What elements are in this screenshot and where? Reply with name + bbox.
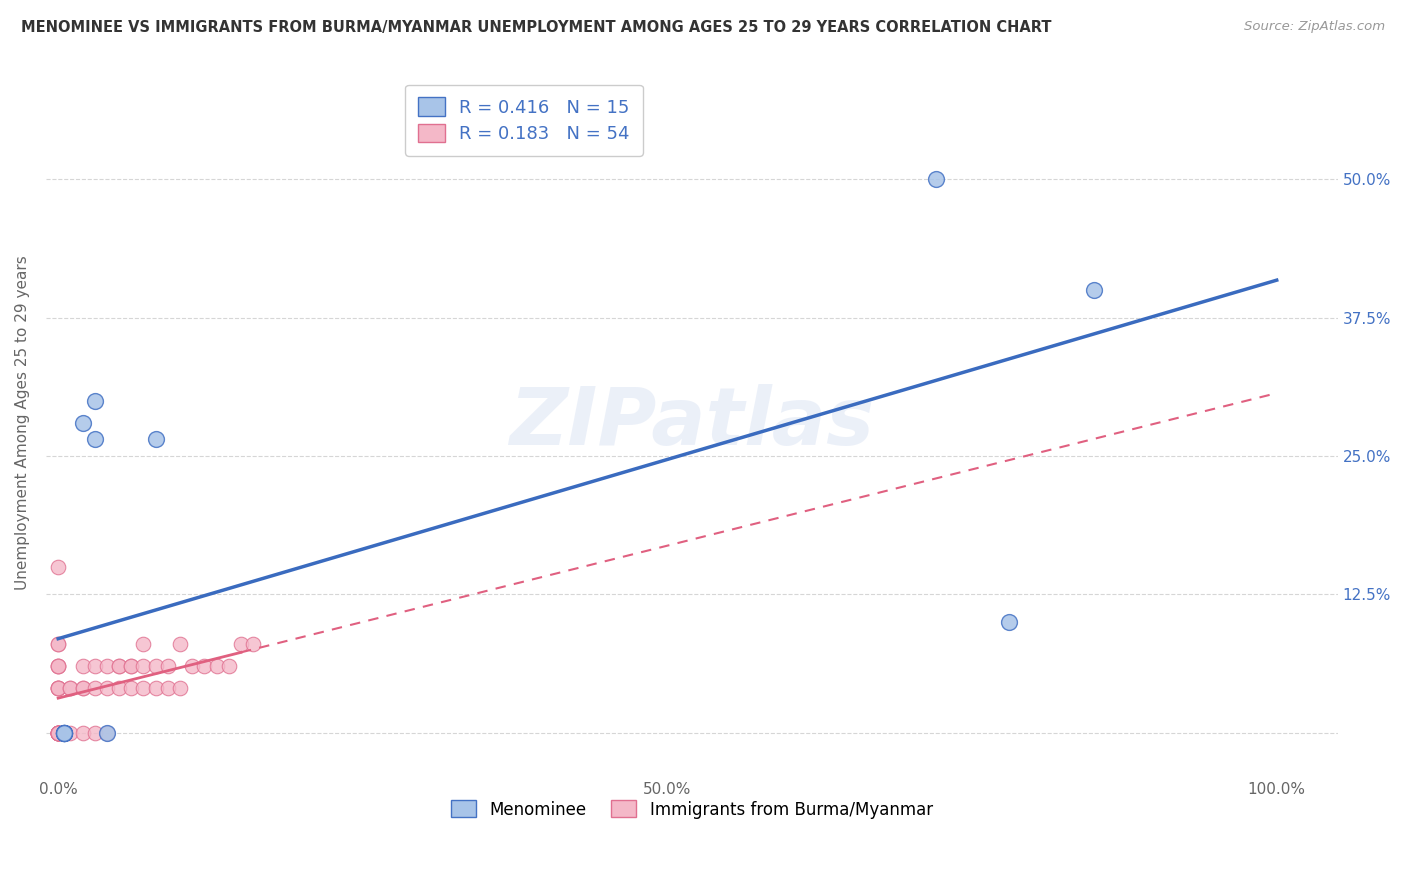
Point (59, 681, 82, 696)
Y-axis label: Unemployment Among Ages 25 to 29 years: Unemployment Among Ages 25 to 29 years (15, 255, 30, 591)
Point (1083, 283, 1105, 297)
Point (53, 725, 76, 739)
Point (46, 681, 69, 696)
Point (83, 432, 105, 446)
Point (96, 659, 118, 673)
Point (83, 659, 105, 673)
Point (72, 681, 94, 696)
Point (132, 659, 155, 673)
Point (924, 172, 946, 186)
Legend: Menominee, Immigrants from Burma/Myanmar: Menominee, Immigrants from Burma/Myanmar (444, 794, 939, 825)
Point (108, 659, 131, 673)
Point (46, 637, 69, 651)
Point (53, 725, 76, 739)
Point (46, 725, 69, 739)
Point (145, 432, 167, 446)
Point (83, 393, 105, 408)
Text: ZIPatlas: ZIPatlas (509, 384, 875, 462)
Point (205, 659, 228, 673)
Point (53, 725, 76, 739)
Point (145, 659, 167, 673)
Point (46, 725, 69, 739)
Point (46, 725, 69, 739)
Point (46, 681, 69, 696)
Point (53, 725, 76, 739)
Point (59, 681, 82, 696)
Point (59, 725, 82, 739)
Point (46, 559, 69, 574)
Point (46, 637, 69, 651)
Point (181, 659, 204, 673)
Point (46, 725, 69, 739)
Point (156, 681, 179, 696)
Point (46, 659, 69, 673)
Point (46, 725, 69, 739)
Point (53, 725, 76, 739)
Point (96, 681, 118, 696)
Text: Source: ZipAtlas.com: Source: ZipAtlas.com (1244, 20, 1385, 33)
Point (72, 725, 94, 739)
Point (169, 637, 191, 651)
Point (53, 725, 76, 739)
Point (169, 681, 191, 696)
Point (997, 615, 1019, 629)
Point (132, 637, 155, 651)
Point (46, 659, 69, 673)
Point (108, 659, 131, 673)
Point (72, 659, 94, 673)
Point (72, 416, 94, 430)
Point (229, 637, 252, 651)
Point (120, 659, 142, 673)
Point (156, 659, 179, 673)
Point (193, 659, 215, 673)
Point (145, 681, 167, 696)
Point (242, 637, 264, 651)
Point (83, 681, 105, 696)
Point (120, 659, 142, 673)
Point (46, 725, 69, 739)
Point (72, 681, 94, 696)
Point (83, 725, 105, 739)
Point (108, 681, 131, 696)
Point (96, 725, 118, 739)
Point (46, 681, 69, 696)
Point (96, 725, 118, 739)
Point (46, 725, 69, 739)
Point (53, 725, 76, 739)
Point (132, 681, 155, 696)
Point (218, 659, 240, 673)
Point (120, 681, 142, 696)
Point (46, 725, 69, 739)
Point (46, 681, 69, 696)
Point (46, 659, 69, 673)
Point (46, 725, 69, 739)
Text: MENOMINEE VS IMMIGRANTS FROM BURMA/MYANMAR UNEMPLOYMENT AMONG AGES 25 TO 29 YEAR: MENOMINEE VS IMMIGRANTS FROM BURMA/MYANM… (21, 20, 1052, 35)
Point (46, 725, 69, 739)
